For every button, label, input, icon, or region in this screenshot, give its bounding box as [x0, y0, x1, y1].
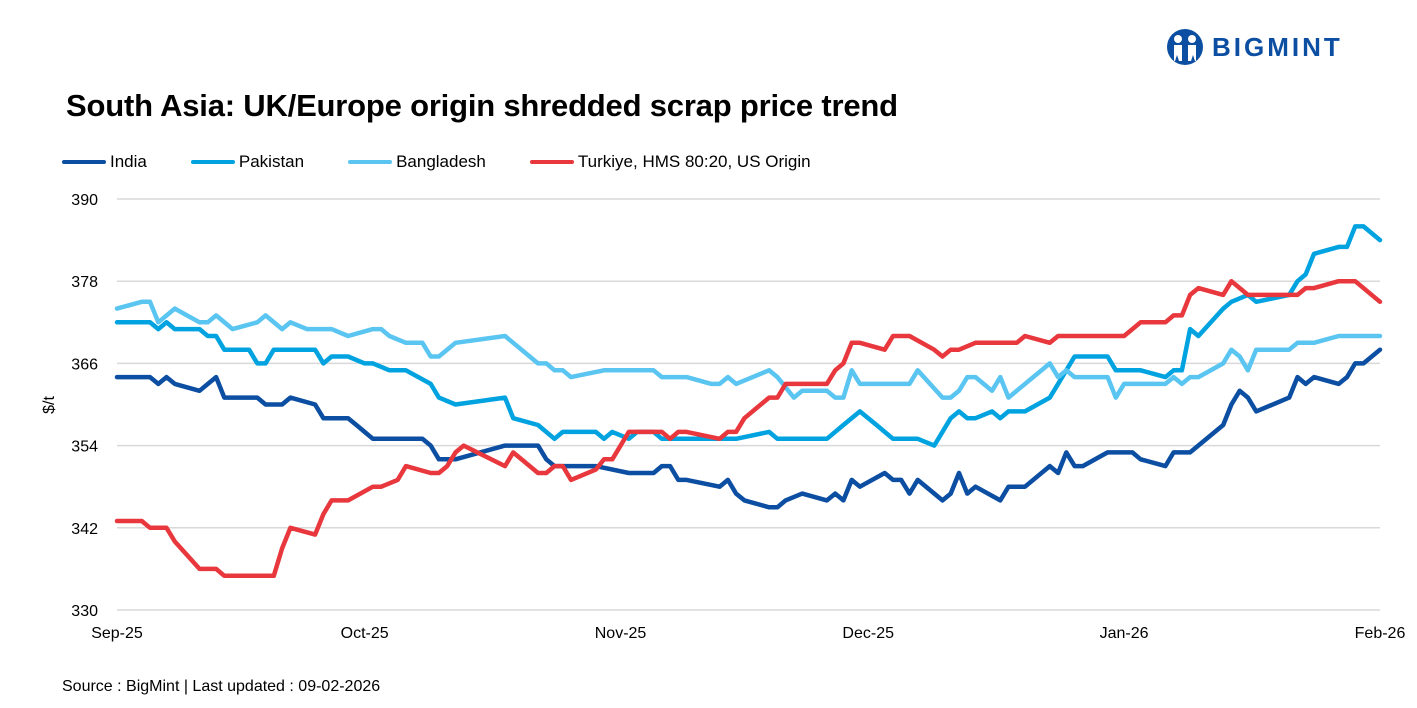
y-tick-label: 330 [71, 603, 98, 620]
legend-item-bangladesh: Bangladesh [348, 152, 486, 172]
gridlines [117, 198, 1380, 611]
logo-text: BIGMINT [1212, 31, 1343, 62]
y-axis-ticks: 330 342 354 366 378 390 [71, 192, 98, 620]
x-tick-label: Jan-26 [1100, 625, 1149, 642]
y-tick-label: 366 [71, 356, 98, 373]
x-tick-label: Dec-25 [842, 625, 894, 642]
legend-label: Pakistan [238, 152, 305, 171]
y-tick-label: 342 [71, 521, 98, 538]
legend-item-pakistan: Pakistan [190, 152, 305, 172]
x-tick-label: Feb-26 [1355, 625, 1406, 642]
bigmint-logo: BIGMINT [1166, 28, 1343, 66]
source-note: Source : BigMint | Last updated : 09-02-… [62, 678, 381, 695]
x-tick-label: Oct-25 [341, 625, 389, 642]
legend-swatch [529, 160, 574, 164]
legend-item-india: India [62, 152, 147, 172]
legend-label: Bangladesh [396, 152, 486, 171]
legend-swatch [190, 160, 235, 164]
y-tick-label: 390 [71, 192, 98, 209]
x-axis-ticks: Sep-25 Oct-25 Nov-25 Dec-25 Jan-26 Feb-26 [91, 625, 1405, 642]
legend-label: India [110, 152, 147, 171]
y-axis-label: $/t [41, 396, 58, 414]
series-line-pakistan [114, 224, 1383, 448]
series-line-india [114, 347, 1383, 510]
legend: India Pakistan Bangladesh Turkiye, HMS 8… [62, 152, 855, 172]
legend-swatch [348, 160, 393, 164]
y-tick-label: 354 [71, 439, 98, 456]
y-tick-label: 378 [71, 274, 98, 291]
legend-item-turkiye: Turkiye, HMS 80:20, US Origin [529, 152, 811, 172]
series-line-turkiye [114, 278, 1383, 579]
series-lines [114, 224, 1383, 579]
bigmint-logo-icon [1167, 29, 1203, 65]
legend-swatch [62, 160, 106, 164]
chart-title: South Asia: UK/Europe origin shredded sc… [66, 88, 898, 123]
x-tick-label: Sep-25 [91, 625, 143, 642]
x-tick-label: Nov-25 [595, 625, 647, 642]
series-line-bangladesh [114, 299, 1383, 400]
legend-label: Turkiye, HMS 80:20, US Origin [577, 152, 811, 171]
